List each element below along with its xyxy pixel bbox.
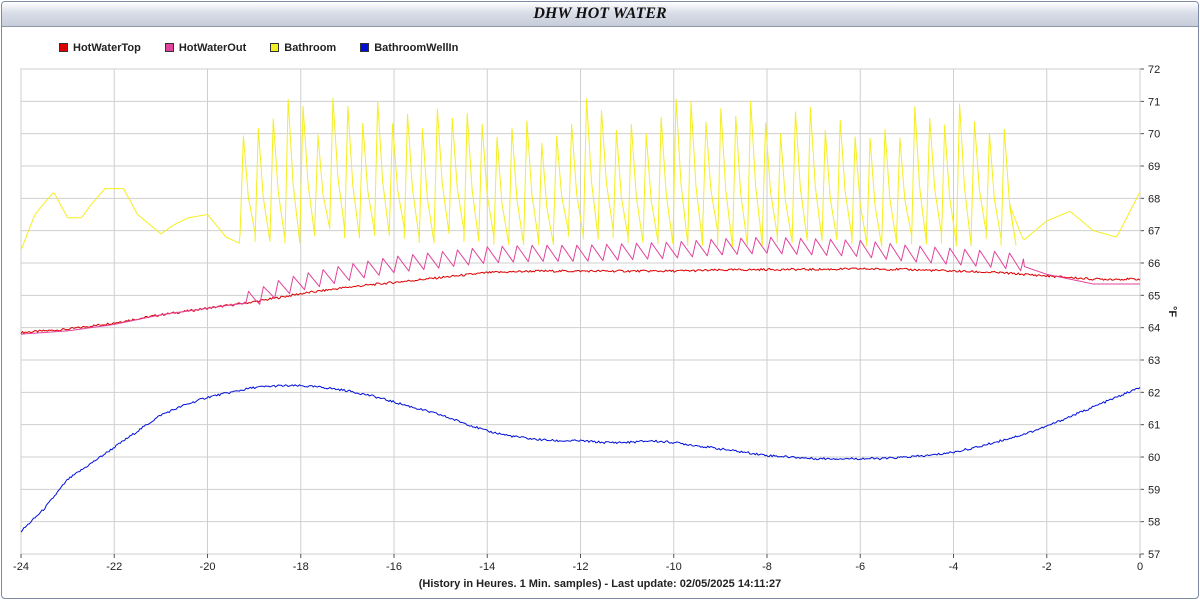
y-tick-label: 68 — [1148, 193, 1160, 205]
y-tick-label: 57 — [1148, 549, 1160, 561]
x-tick-label: -18 — [293, 561, 309, 573]
x-tick-label: -20 — [200, 561, 216, 573]
x-tick-label: -6 — [855, 561, 865, 573]
y-tick-label: 65 — [1148, 290, 1160, 302]
y-tick-label: 63 — [1148, 355, 1160, 367]
series-line-bathroomwellin — [20, 384, 1141, 533]
legend-item: HotWaterTop — [59, 42, 141, 54]
x-tick-label: -22 — [106, 561, 122, 573]
x-tick-label: -14 — [479, 561, 495, 573]
legend-swatch — [270, 43, 280, 52]
title-bar: DHW HOT WATER — [2, 2, 1198, 27]
x-tick-label: -24 — [13, 561, 29, 573]
y-tick-label: 66 — [1148, 258, 1160, 270]
y-tick-label: 71 — [1148, 96, 1160, 108]
legend-label: HotWaterOut — [178, 41, 247, 54]
x-tick-label: -8 — [762, 561, 772, 573]
legend-label: HotWaterTop — [73, 41, 141, 54]
y-tick-label: 60 — [1148, 452, 1160, 464]
y-tick-label: 70 — [1148, 129, 1160, 141]
legend-item: Bathroom — [270, 42, 336, 54]
series-line-hotwaterout — [20, 236, 1140, 335]
legend-swatch — [164, 43, 174, 52]
y-tick-label: 69 — [1148, 161, 1160, 173]
series-line-bathroom — [20, 97, 1141, 251]
legend-label: BathroomWellIn — [374, 41, 459, 54]
legend-item: BathroomWellIn — [360, 42, 458, 54]
y-tick-label: 67 — [1148, 226, 1160, 238]
x-tick-label: -4 — [949, 561, 959, 573]
y-axis-label: °F — [1166, 306, 1178, 317]
x-tick-label: -16 — [386, 561, 402, 573]
x-tick-label: -10 — [666, 561, 682, 573]
y-tick-label: 62 — [1148, 387, 1160, 399]
x-tick-label: 0 — [1137, 561, 1143, 573]
x-tick-label: -12 — [573, 561, 589, 573]
chart-title: DHW HOT WATER — [533, 5, 667, 22]
legend-swatch — [360, 43, 370, 52]
legend: HotWaterTop HotWaterOut Bathroom BathroomWe… — [59, 39, 482, 55]
legend-swatch — [59, 43, 68, 52]
y-tick-label: 58 — [1148, 517, 1160, 529]
y-tick-label: 64 — [1148, 323, 1160, 335]
series-line-hotwatertop — [20, 267, 1141, 334]
x-axis-caption: (History in Heures. 1 Min. samples) - La… — [418, 578, 782, 590]
y-tick-label: 61 — [1148, 420, 1160, 432]
x-tick-label: -2 — [1042, 561, 1052, 573]
legend-item: HotWaterOut — [164, 41, 247, 54]
y-tick-label: 59 — [1148, 484, 1160, 496]
legend-label: Bathroom — [284, 41, 337, 54]
y-tick-label: 72 — [1148, 64, 1160, 76]
